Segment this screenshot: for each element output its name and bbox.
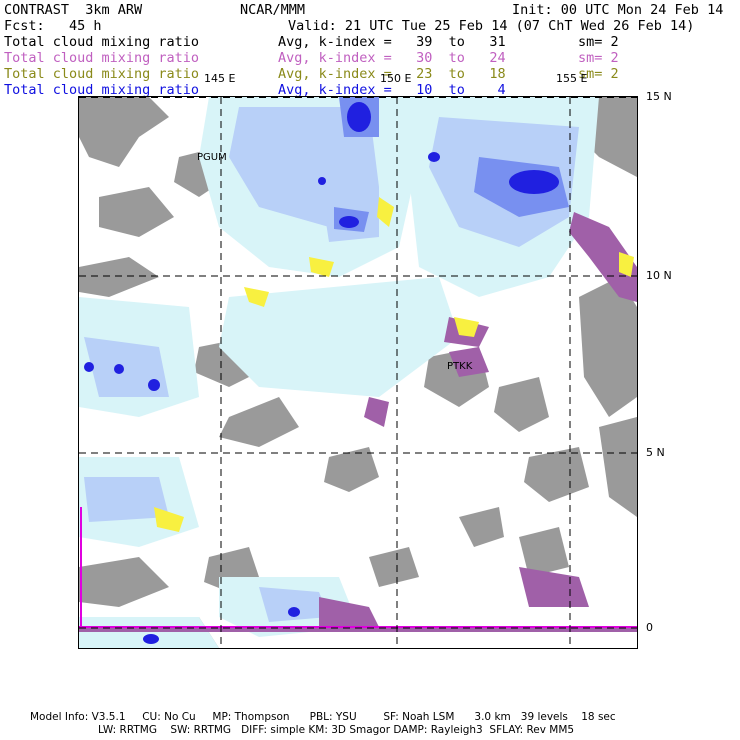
legend-smooth-3: sm= 2	[578, 66, 619, 82]
legend-smooth-2: sm= 2	[578, 50, 619, 66]
init-time: Init: 00 UTC Mon 24 Feb 14	[512, 2, 724, 18]
legend-field-2: Total cloud mixing ratio	[4, 50, 200, 66]
legend-stat-4: Avg, k-index = 10 to 4	[278, 82, 506, 98]
model-title: CONTRAST 3km ARW	[4, 2, 143, 18]
cloud-yellow-layer	[154, 197, 634, 532]
station-label-pgum: PGUM	[197, 152, 227, 163]
station-label-ptkk: PTKK	[447, 361, 473, 372]
legend-stat-1: Avg, k-index = 39 to 31	[278, 34, 506, 50]
lon-label-155: 155 E	[556, 72, 588, 85]
center-title: NCAR/MMM	[240, 2, 306, 18]
lon-label-145: 145 E	[204, 72, 236, 85]
lat-label-5n: 5 N	[646, 446, 665, 459]
lat-lon-grid	[79, 97, 637, 648]
legend-field-4: Total cloud mixing ratio	[4, 82, 200, 98]
forecast-hour: Fcst: 45 h	[4, 18, 102, 34]
footer-model-info: Model Info: V3.5.1 CU: No Cu MP: Thompso…	[30, 711, 616, 723]
lat-label-0: 0	[646, 621, 653, 634]
forecast-map: PGUM PTKK	[78, 96, 638, 649]
lat-label-10n: 10 N	[646, 269, 672, 282]
map-canvas	[79, 97, 637, 648]
cloud-core-layer	[84, 102, 559, 644]
legend-field-1: Total cloud mixing ratio	[4, 34, 200, 50]
legend-smooth-1: sm= 2	[578, 34, 619, 50]
legend-stat-2: Avg, k-index = 30 to 24	[278, 50, 506, 66]
lon-label-150: 150 E	[380, 72, 412, 85]
legend-field-3: Total cloud mixing ratio	[4, 66, 200, 82]
valid-time: Valid: 21 UTC Tue 25 Feb 14 (07 ChT Wed …	[288, 18, 695, 34]
lat-label-15n: 15 N	[646, 90, 672, 103]
footer-physics-info: LW: RRTMG SW: RRTMG DIFF: simple KM: 3D …	[98, 724, 575, 736]
legend-stat-3: Avg, k-index = 23 to 18	[278, 66, 506, 82]
